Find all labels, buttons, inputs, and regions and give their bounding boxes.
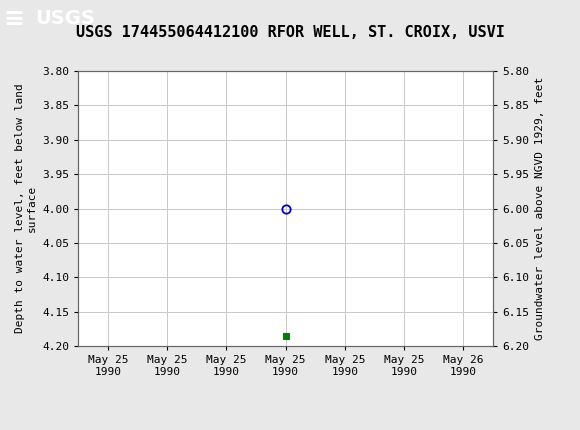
Text: USGS 174455064412100 RFOR WELL, ST. CROIX, USVI: USGS 174455064412100 RFOR WELL, ST. CROI… — [75, 25, 505, 40]
Text: USGS: USGS — [35, 9, 95, 28]
Y-axis label: Depth to water level, feet below land
surface: Depth to water level, feet below land su… — [15, 84, 37, 333]
Y-axis label: Groundwater level above NGVD 1929, feet: Groundwater level above NGVD 1929, feet — [535, 77, 545, 340]
Text: ≡: ≡ — [3, 7, 24, 31]
